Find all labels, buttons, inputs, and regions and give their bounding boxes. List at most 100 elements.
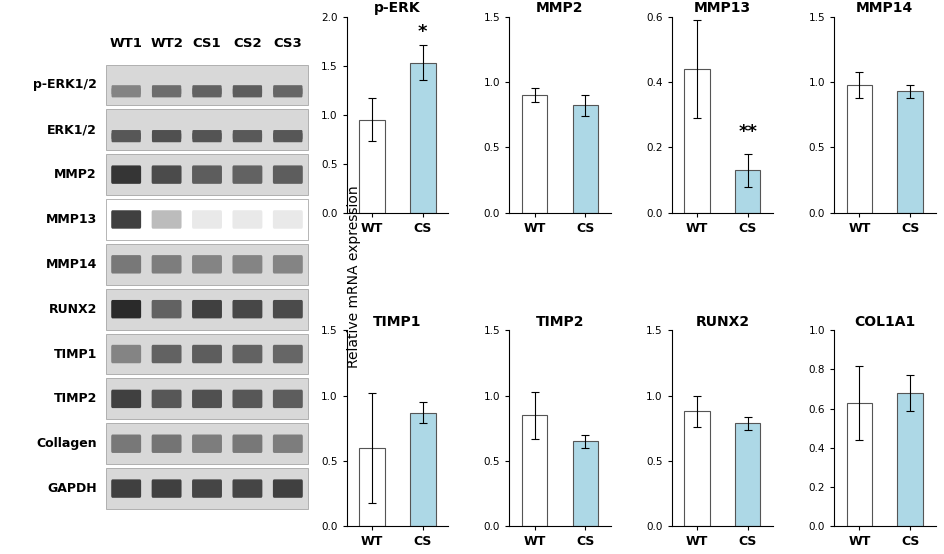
Text: TIMP2: TIMP2: [54, 392, 97, 406]
FancyBboxPatch shape: [273, 166, 302, 184]
Text: MMP14: MMP14: [45, 258, 97, 271]
Title: RUNX2: RUNX2: [695, 315, 749, 329]
FancyBboxPatch shape: [273, 211, 302, 229]
FancyBboxPatch shape: [273, 345, 302, 363]
Text: p-ERK1/2: p-ERK1/2: [33, 79, 97, 91]
Text: ERK1/2: ERK1/2: [47, 124, 97, 136]
FancyBboxPatch shape: [232, 85, 261, 95]
Text: GAPDH: GAPDH: [47, 482, 97, 495]
FancyBboxPatch shape: [106, 64, 308, 105]
Bar: [846, 85, 871, 213]
FancyBboxPatch shape: [152, 133, 181, 142]
FancyBboxPatch shape: [273, 255, 302, 274]
FancyBboxPatch shape: [232, 300, 262, 319]
FancyBboxPatch shape: [111, 85, 141, 95]
FancyBboxPatch shape: [232, 211, 262, 229]
Text: WT2: WT2: [150, 37, 183, 50]
Bar: [359, 120, 384, 213]
FancyBboxPatch shape: [193, 85, 222, 95]
FancyBboxPatch shape: [273, 434, 302, 453]
FancyBboxPatch shape: [232, 133, 261, 142]
FancyBboxPatch shape: [151, 345, 181, 363]
FancyBboxPatch shape: [232, 130, 261, 140]
Text: Relative mRNA expression: Relative mRNA expression: [347, 186, 361, 368]
FancyBboxPatch shape: [111, 434, 141, 453]
Title: MMP14: MMP14: [855, 2, 913, 16]
Text: TIMP1: TIMP1: [54, 347, 97, 361]
FancyBboxPatch shape: [192, 389, 222, 408]
Bar: [521, 95, 547, 213]
Title: TIMP1: TIMP1: [373, 315, 421, 329]
FancyBboxPatch shape: [192, 255, 222, 274]
FancyBboxPatch shape: [152, 85, 181, 95]
Text: CS1: CS1: [193, 37, 221, 50]
FancyBboxPatch shape: [111, 389, 141, 408]
Bar: [846, 403, 871, 526]
FancyBboxPatch shape: [232, 479, 262, 498]
FancyBboxPatch shape: [192, 479, 222, 498]
Bar: [521, 415, 547, 526]
FancyBboxPatch shape: [106, 154, 308, 195]
FancyBboxPatch shape: [273, 300, 302, 319]
FancyBboxPatch shape: [111, 255, 141, 274]
FancyBboxPatch shape: [106, 468, 308, 509]
FancyBboxPatch shape: [232, 88, 261, 98]
Text: *: *: [417, 23, 427, 41]
FancyBboxPatch shape: [151, 479, 181, 498]
Bar: [572, 442, 598, 526]
FancyBboxPatch shape: [111, 88, 141, 98]
FancyBboxPatch shape: [193, 130, 222, 140]
FancyBboxPatch shape: [106, 423, 308, 464]
Bar: [897, 91, 922, 213]
Title: COL1A1: COL1A1: [853, 315, 915, 329]
FancyBboxPatch shape: [192, 300, 222, 319]
Title: MMP2: MMP2: [535, 2, 583, 16]
FancyBboxPatch shape: [192, 166, 222, 184]
FancyBboxPatch shape: [106, 378, 308, 419]
Bar: [572, 105, 598, 213]
FancyBboxPatch shape: [232, 389, 262, 408]
Text: WT1: WT1: [110, 37, 143, 50]
FancyBboxPatch shape: [192, 211, 222, 229]
FancyBboxPatch shape: [273, 130, 302, 140]
Bar: [683, 411, 709, 526]
FancyBboxPatch shape: [193, 133, 222, 142]
Bar: [410, 413, 435, 526]
FancyBboxPatch shape: [273, 85, 302, 95]
FancyBboxPatch shape: [193, 88, 222, 98]
FancyBboxPatch shape: [232, 434, 262, 453]
FancyBboxPatch shape: [106, 109, 308, 150]
Title: TIMP2: TIMP2: [535, 315, 583, 329]
Text: **: **: [737, 123, 756, 141]
Text: RUNX2: RUNX2: [48, 302, 97, 316]
FancyBboxPatch shape: [192, 434, 222, 453]
FancyBboxPatch shape: [232, 166, 262, 184]
Bar: [734, 423, 760, 526]
Text: CS3: CS3: [273, 37, 302, 50]
FancyBboxPatch shape: [111, 300, 141, 319]
FancyBboxPatch shape: [232, 255, 262, 274]
FancyBboxPatch shape: [106, 289, 308, 330]
FancyBboxPatch shape: [111, 133, 141, 142]
FancyBboxPatch shape: [232, 345, 262, 363]
FancyBboxPatch shape: [151, 255, 181, 274]
Title: p-ERK: p-ERK: [374, 2, 420, 16]
FancyBboxPatch shape: [151, 166, 181, 184]
FancyBboxPatch shape: [273, 133, 302, 142]
FancyBboxPatch shape: [111, 479, 141, 498]
Bar: [683, 69, 709, 213]
Bar: [359, 448, 384, 526]
FancyBboxPatch shape: [273, 479, 302, 498]
Text: CS2: CS2: [233, 37, 261, 50]
Bar: [734, 170, 760, 213]
Text: MMP13: MMP13: [45, 213, 97, 226]
FancyBboxPatch shape: [151, 300, 181, 319]
FancyBboxPatch shape: [151, 211, 181, 229]
FancyBboxPatch shape: [273, 88, 302, 98]
FancyBboxPatch shape: [273, 389, 302, 408]
FancyBboxPatch shape: [106, 334, 308, 375]
FancyBboxPatch shape: [152, 88, 181, 98]
FancyBboxPatch shape: [152, 130, 181, 140]
FancyBboxPatch shape: [111, 211, 141, 229]
Bar: [410, 63, 435, 213]
